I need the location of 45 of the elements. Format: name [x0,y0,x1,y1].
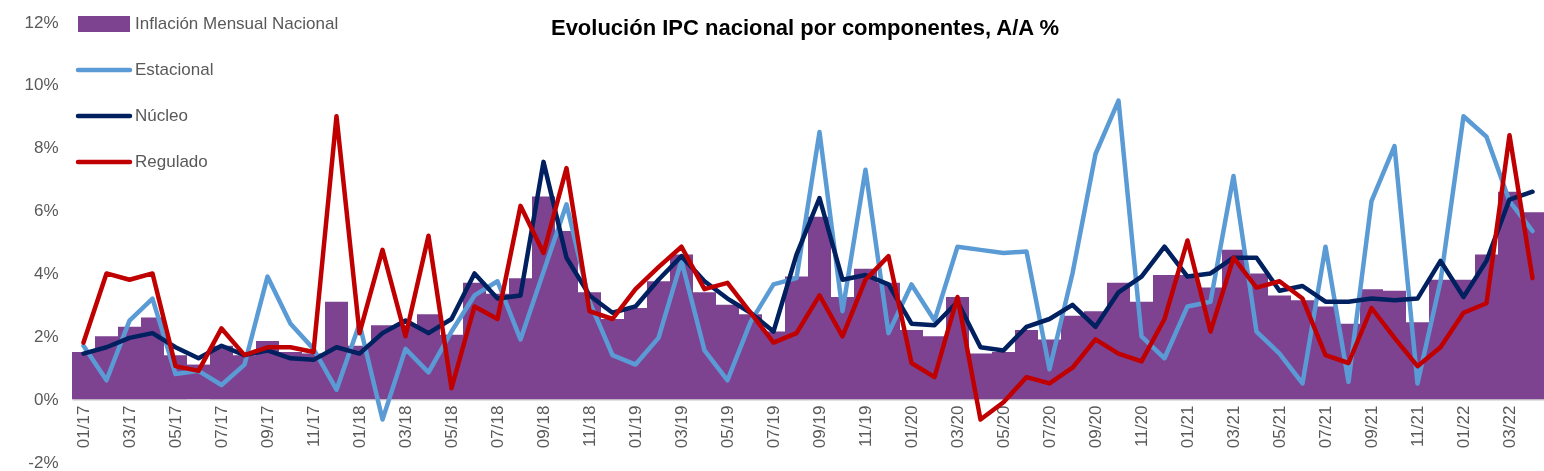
x-tick-label: 03/19 [672,405,691,449]
y-tick-label: 6% [33,201,59,221]
x-tick-label: 01/22 [1454,405,1473,449]
legend-label: Inflación Mensual Nacional [135,14,339,33]
y-tick-label: 0% [33,389,59,409]
x-tick-label: 11/17 [304,405,323,447]
legend-label: Estacional [135,60,214,79]
x-tick-label: 11/21 [1408,405,1427,447]
y-tick-label: 10% [24,75,59,95]
x-tick-label: 07/18 [488,405,507,449]
x-tick-label: 05/17 [166,405,185,449]
legend-label: Núcleo [135,106,188,125]
x-tick-label: 07/21 [1316,405,1335,449]
x-tick-label: 07/20 [1040,405,1059,449]
x-tick-label: 01/17 [74,405,93,449]
x-tick-label: 01/20 [902,405,921,449]
legend-label: Regulado [135,152,208,171]
x-tick-label: 07/17 [212,405,231,449]
y-tick-label: -2% [28,452,59,471]
chart-title: Evolución IPC nacional por componentes, A/A % [550,15,1060,40]
y-tick-label: 4% [33,263,59,283]
y-tick-label: 12% [24,12,59,32]
x-tick-label: 11/18 [580,405,599,447]
x-tick-label: 03/20 [948,405,967,449]
x-tick-label: 03/22 [1500,405,1519,449]
y-tick-label: 2% [33,326,59,346]
x-tick-label: 09/18 [534,405,553,449]
x-tick-label: 11/19 [856,405,875,447]
x-tick-label: 09/20 [1086,405,1105,449]
x-tick-label: 05/18 [442,405,461,449]
x-tick-label: 07/19 [764,405,783,449]
x-tick-label: 03/17 [120,405,139,449]
x-tick-label: 09/17 [258,405,277,449]
x-tick-label: 11/20 [1132,405,1151,447]
x-tick-label: 05/20 [994,405,1013,449]
x-tick-label: 03/18 [396,405,415,449]
x-tick-label: 01/18 [350,405,369,449]
x-tick-label: 03/21 [1224,405,1243,449]
x-tick-label: 01/21 [1178,405,1197,449]
x-tick-label: 09/21 [1362,405,1381,449]
x-tick-label: 05/19 [718,405,737,449]
x-tick-label: 01/19 [626,405,645,449]
x-tick-label: 05/21 [1270,405,1289,449]
x-tick-label: 09/19 [810,405,829,449]
y-tick-label: 8% [33,138,59,158]
